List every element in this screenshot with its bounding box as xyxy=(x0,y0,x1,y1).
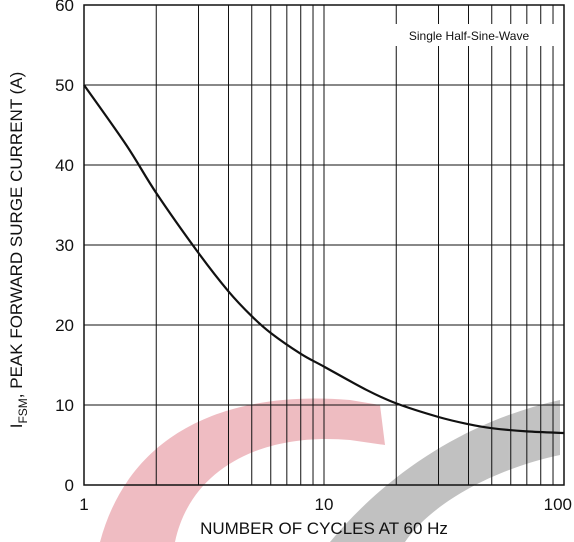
y-axis-label-subscript: FSM xyxy=(16,398,30,423)
y-axis-label: IFSM, PEAK FORWARD SURGE CURRENT (A) xyxy=(7,72,30,429)
series-line xyxy=(83,84,565,435)
annotation-box xyxy=(382,24,560,46)
y-tick-label: 0 xyxy=(65,476,74,495)
y-tick-label: 40 xyxy=(55,156,74,175)
x-tick-label: 100 xyxy=(544,495,572,514)
y-tick-label: 50 xyxy=(55,76,74,95)
y-axis-label-prefix: I xyxy=(7,424,26,429)
annotation-text: Single Half-Sine-Wave xyxy=(409,29,530,43)
watermark xyxy=(100,398,560,542)
y-tick-label: 30 xyxy=(55,236,74,255)
y-tick-label: 20 xyxy=(55,316,74,335)
grid xyxy=(83,4,565,486)
watermark-gray-arc xyxy=(330,400,560,542)
plot-frame xyxy=(83,4,565,486)
x-axis-label: NUMBER OF CYCLES AT 60 Hz xyxy=(200,519,448,538)
y-tick-label: 10 xyxy=(55,396,74,415)
x-tick-labels: 1 10 100 xyxy=(79,495,572,514)
y-tick-label: 60 xyxy=(55,0,74,15)
x-tick-label: 1 xyxy=(79,495,88,514)
watermark-red-arc xyxy=(100,398,385,542)
y-axis-label-rest: , PEAK FORWARD SURGE CURRENT (A) xyxy=(7,72,26,399)
x-tick-label: 10 xyxy=(315,495,334,514)
y-tick-labels: 0 10 20 30 40 50 60 xyxy=(55,0,74,495)
